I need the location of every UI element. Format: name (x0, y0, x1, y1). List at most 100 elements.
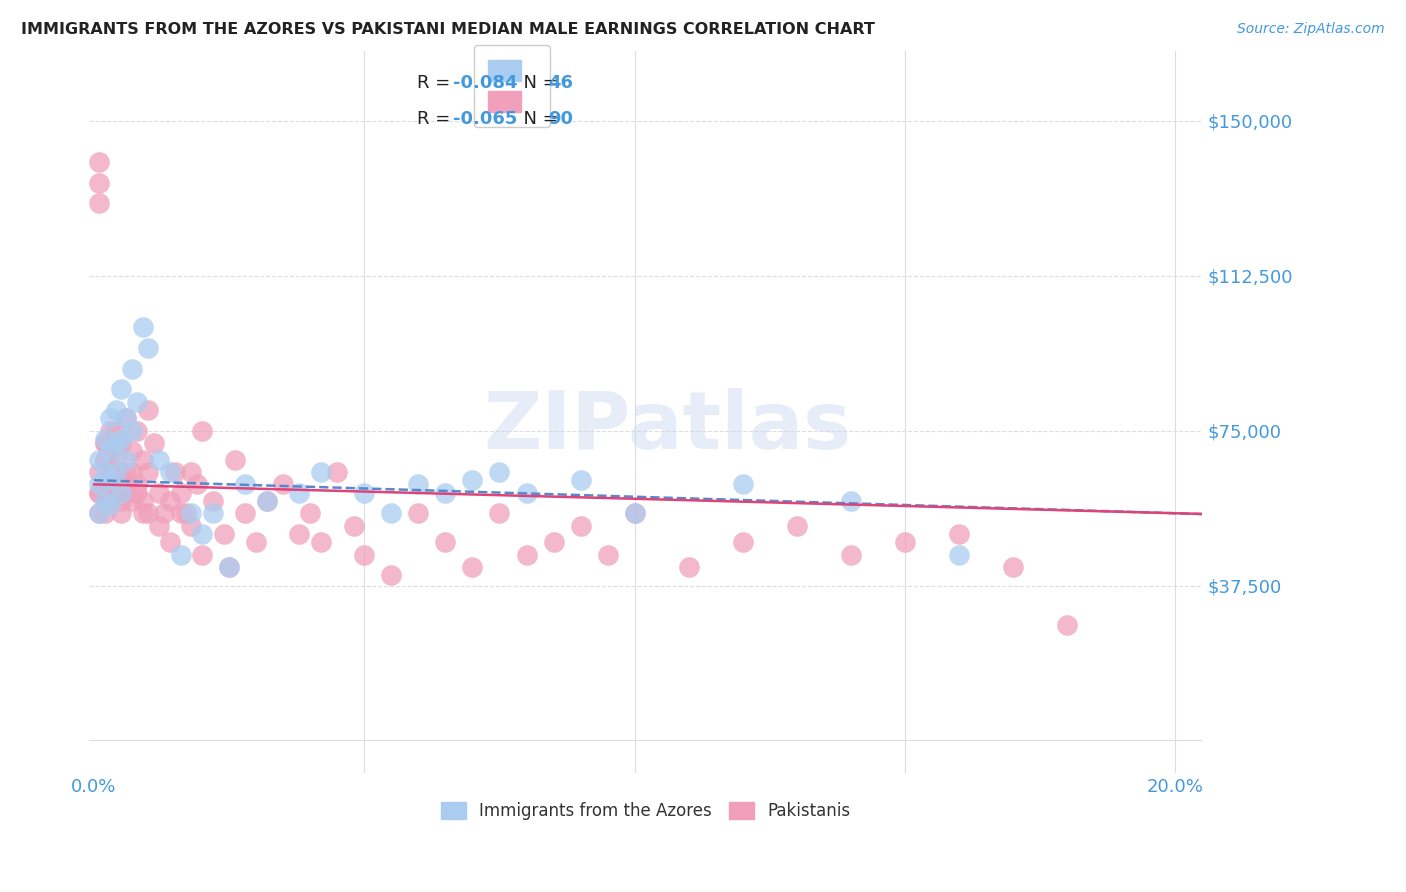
Point (131, 493, 153, 508)
Point (104, 465, 127, 479)
Point (98, 444, 121, 458)
Point (148, 518, 170, 533)
Point (159, 465, 181, 479)
Point (115, 411, 138, 425)
Point (569, 518, 592, 533)
Point (94, 432, 117, 446)
Point (89, 485, 111, 500)
Point (153, 506, 176, 520)
Text: 90: 90 (548, 111, 574, 128)
Point (235, 506, 257, 520)
Text: -0.065: -0.065 (453, 111, 517, 128)
Point (115, 411, 138, 425)
Point (115, 477, 138, 491)
Point (218, 560, 240, 574)
Point (309, 465, 332, 479)
Point (110, 436, 132, 450)
Point (89, 465, 111, 479)
Point (543, 535, 565, 549)
Point (94, 493, 117, 508)
Point (434, 485, 457, 500)
Point (148, 452, 170, 467)
Point (515, 548, 537, 562)
Point (98, 473, 121, 487)
Point (110, 465, 132, 479)
Point (288, 485, 311, 500)
Point (136, 465, 159, 479)
Text: -0.084: -0.084 (453, 74, 517, 92)
Point (169, 548, 191, 562)
Point (191, 424, 214, 438)
Point (380, 506, 402, 520)
Point (110, 493, 132, 508)
Point (839, 548, 862, 562)
Point (515, 485, 537, 500)
Point (271, 477, 294, 491)
Point (136, 403, 159, 417)
Point (121, 444, 143, 458)
Point (127, 477, 149, 491)
Text: N =: N = (512, 111, 564, 128)
Point (180, 465, 202, 479)
Point (786, 518, 808, 533)
Point (180, 506, 202, 520)
Point (191, 527, 214, 541)
Point (127, 485, 149, 500)
Point (186, 477, 208, 491)
Point (89, 176, 111, 190)
Point (104, 436, 127, 450)
Point (235, 477, 257, 491)
Point (104, 465, 127, 479)
Point (191, 548, 214, 562)
Point (110, 382, 132, 396)
Point (110, 506, 132, 520)
Point (136, 506, 159, 520)
Text: N =: N = (512, 74, 564, 92)
Point (212, 527, 235, 541)
Point (169, 506, 191, 520)
Point (1001, 560, 1024, 574)
Point (98, 477, 121, 491)
Point (104, 485, 127, 500)
Point (98, 411, 121, 425)
Point (89, 155, 111, 169)
Point (127, 394, 149, 409)
Point (948, 548, 970, 562)
Point (839, 493, 862, 508)
Text: IMMIGRANTS FROM THE AZORES VS PAKISTANI MEDIAN MALE EARNINGS CORRELATION CHART: IMMIGRANTS FROM THE AZORES VS PAKISTANI … (21, 22, 875, 37)
Point (94, 465, 117, 479)
Point (89, 506, 111, 520)
Point (299, 506, 322, 520)
Point (461, 473, 484, 487)
Point (488, 506, 510, 520)
Point (731, 535, 754, 549)
Point (121, 361, 143, 376)
Point (596, 548, 619, 562)
Point (89, 506, 111, 520)
Text: ZIPatlas: ZIPatlas (484, 387, 852, 466)
Point (169, 485, 191, 500)
Point (131, 452, 153, 467)
Point (148, 485, 170, 500)
Point (94, 436, 117, 450)
Point (159, 535, 181, 549)
Text: 46: 46 (548, 74, 574, 92)
Point (98, 444, 121, 458)
Point (98, 424, 121, 438)
Point (353, 548, 375, 562)
Point (434, 535, 457, 549)
Point (245, 535, 267, 549)
Point (201, 493, 224, 508)
Point (121, 493, 143, 508)
Point (488, 465, 510, 479)
Point (256, 493, 278, 508)
Text: Source: ZipAtlas.com: Source: ZipAtlas.com (1237, 22, 1385, 37)
Point (115, 452, 138, 467)
Point (174, 506, 197, 520)
Point (731, 477, 754, 491)
Point (110, 432, 132, 446)
Point (288, 527, 311, 541)
Point (104, 452, 127, 467)
Point (165, 465, 187, 479)
Point (115, 485, 138, 500)
